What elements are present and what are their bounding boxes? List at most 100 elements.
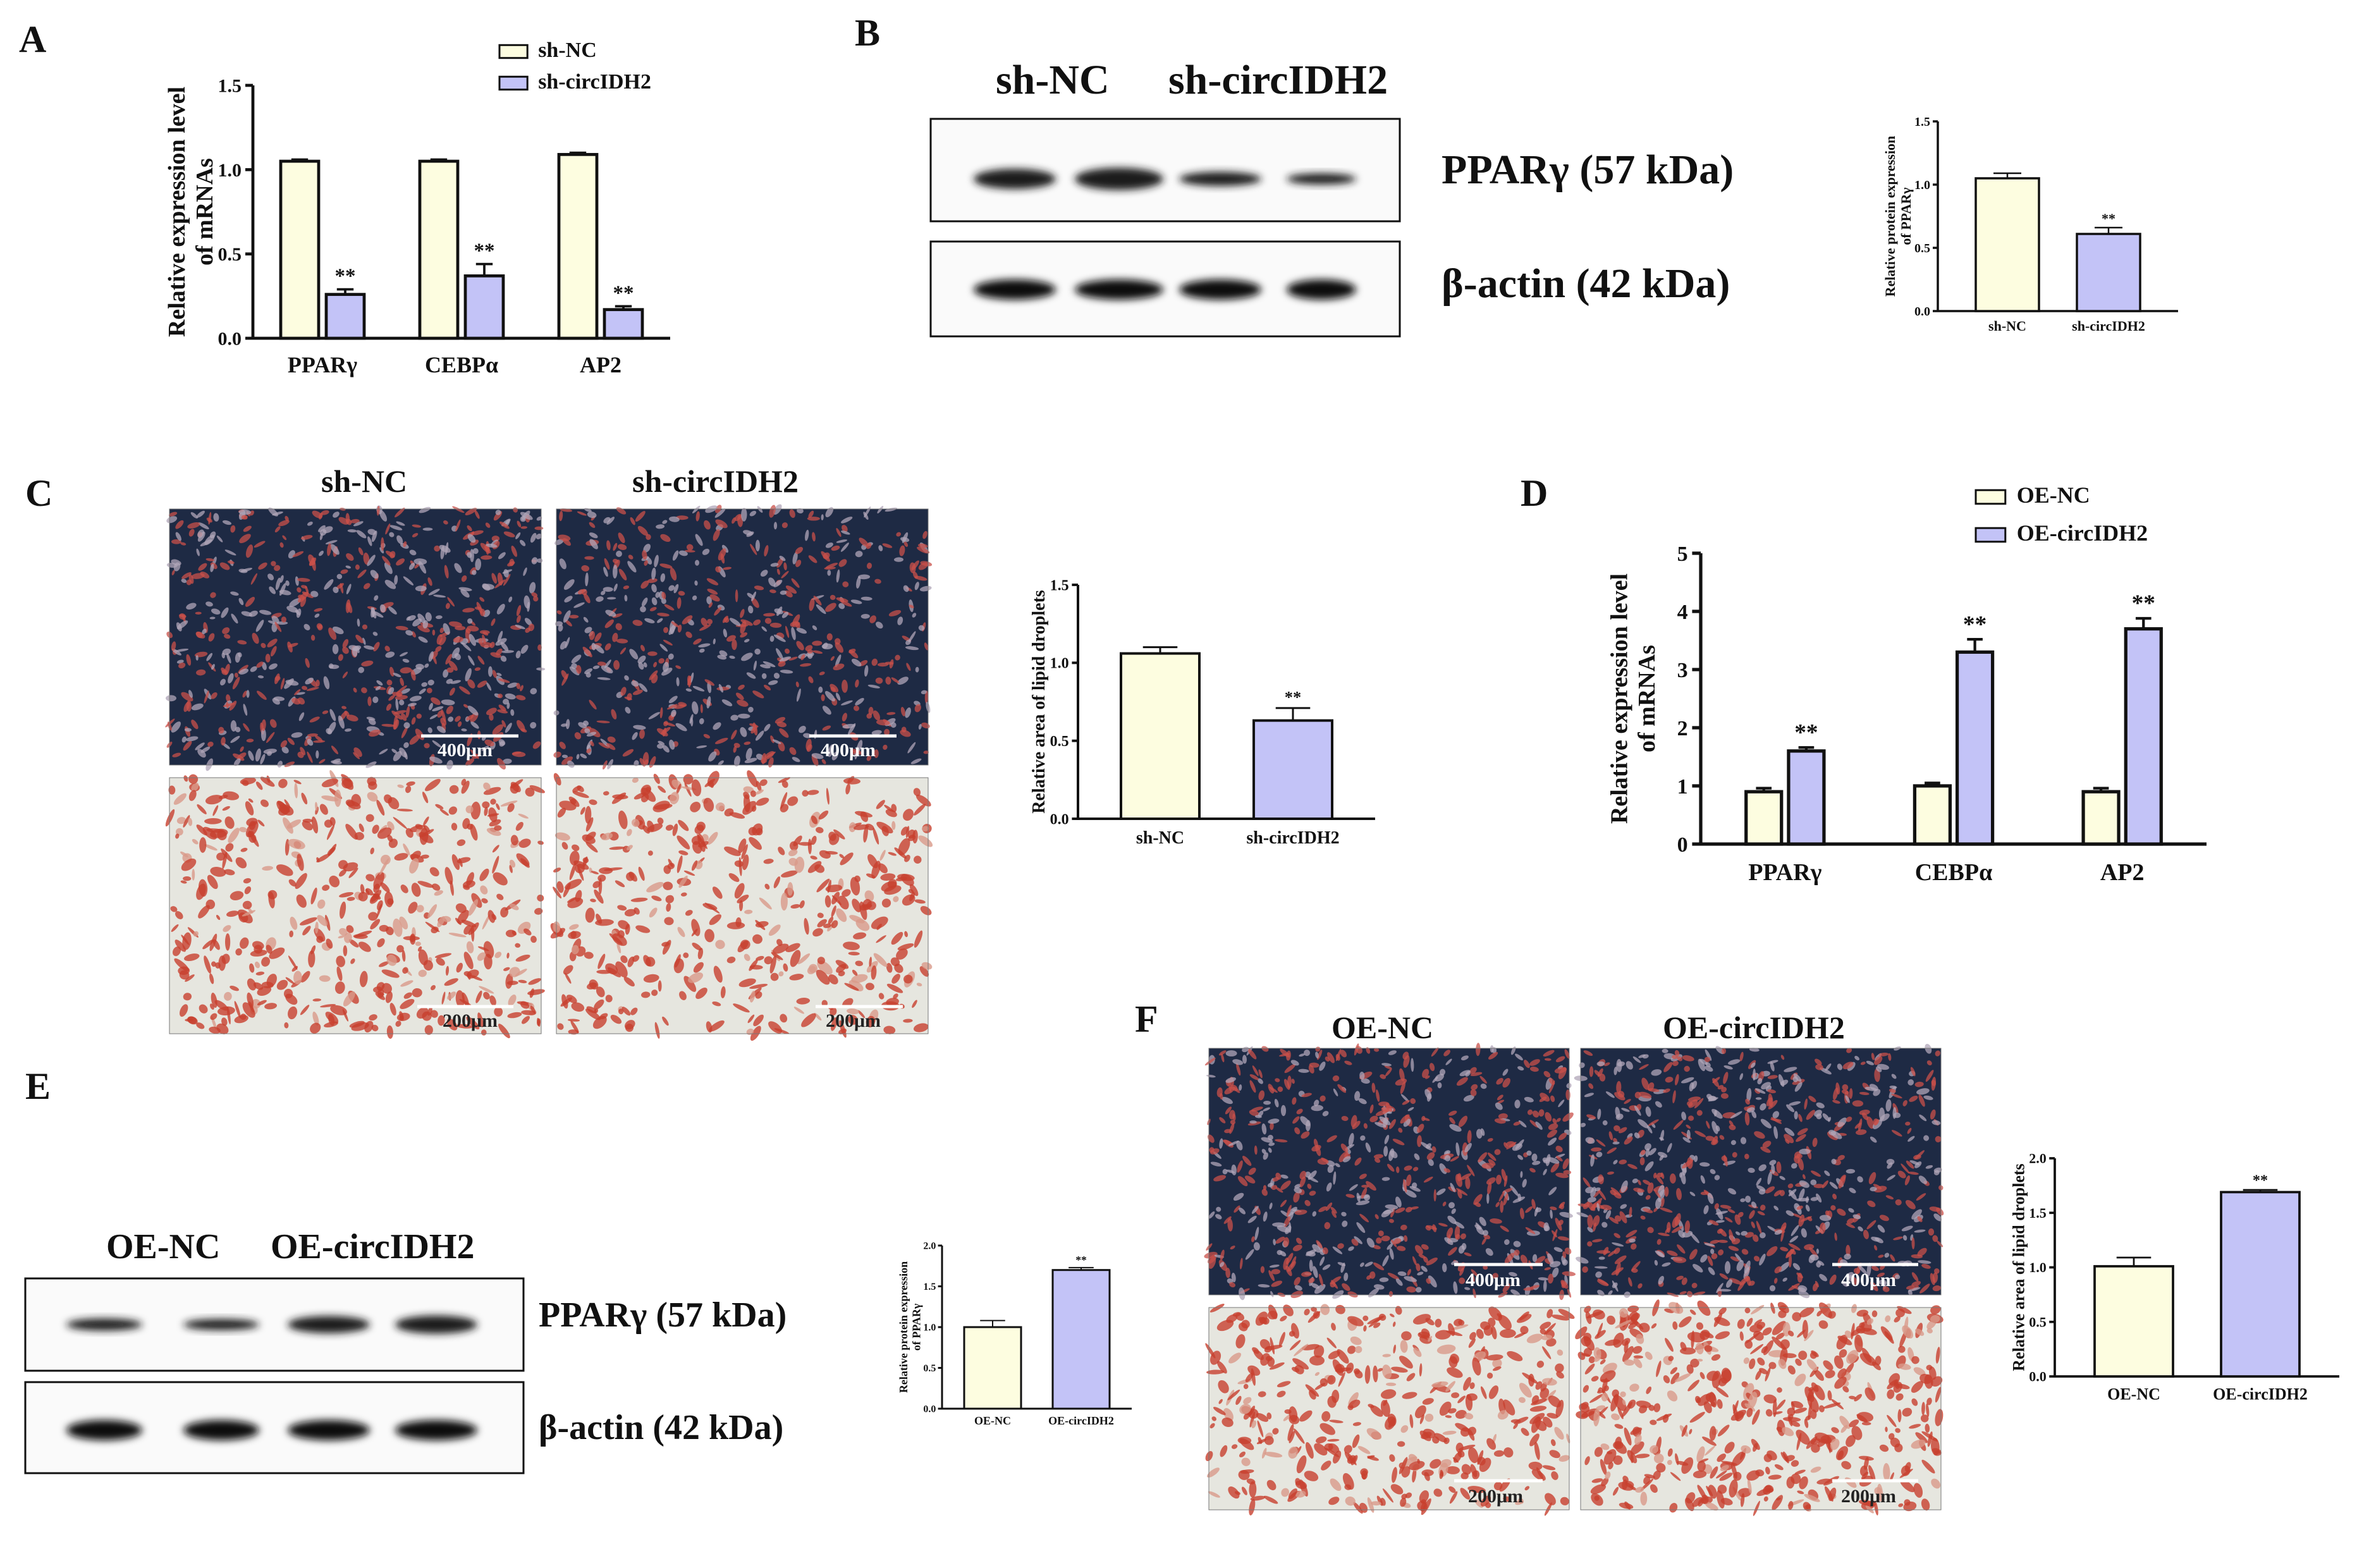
stained-cell xyxy=(332,644,339,654)
stained-cell xyxy=(560,640,567,650)
stained-cell xyxy=(191,720,199,730)
stained-cell xyxy=(668,695,678,704)
stained-cell xyxy=(735,692,744,701)
stained-cell xyxy=(251,999,261,1009)
stained-cell xyxy=(613,558,619,564)
stained-cell xyxy=(448,933,467,938)
stained-cell xyxy=(631,680,639,687)
stained-cell xyxy=(624,675,629,681)
significance-d: ** xyxy=(1963,611,1987,637)
stained-cell xyxy=(536,516,542,521)
stained-cell xyxy=(309,716,320,723)
stained-cell xyxy=(362,624,368,630)
stained-cell xyxy=(924,690,929,704)
stained-cell xyxy=(433,594,446,598)
stained-cell xyxy=(224,933,231,951)
stained-cell xyxy=(449,687,455,696)
stained-cell xyxy=(237,640,247,645)
stained-cell xyxy=(370,570,379,579)
stained-cell xyxy=(455,625,466,630)
stained-cell xyxy=(451,647,460,659)
stained-cell xyxy=(768,577,776,587)
stained-cell xyxy=(1640,1491,1648,1506)
stained-cell xyxy=(396,535,403,544)
stained-cell xyxy=(353,752,360,759)
stained-cell xyxy=(567,760,575,768)
legend-swatch-a xyxy=(498,75,529,91)
stained-cell xyxy=(243,704,248,716)
stained-cell xyxy=(795,560,802,567)
stained-cell xyxy=(752,690,764,699)
stained-cell xyxy=(812,650,823,654)
blot-bands-b xyxy=(974,168,1356,300)
stained-cell xyxy=(686,544,694,551)
stained-cell xyxy=(266,732,275,744)
stained-cell xyxy=(379,547,384,554)
stained-cell xyxy=(489,713,494,721)
stained-cell xyxy=(393,673,401,678)
legend-swatch-d xyxy=(1974,489,2007,505)
stained-cell xyxy=(306,687,319,691)
bar-f-b0 xyxy=(2093,1265,2174,1378)
stained-cell xyxy=(207,741,214,747)
stained-cell xyxy=(851,658,862,667)
stained-cell xyxy=(255,748,261,762)
stained-cell xyxy=(854,705,859,711)
stained-cell xyxy=(628,554,634,560)
stained-cell xyxy=(482,634,486,644)
stained-cell xyxy=(400,667,412,674)
stained-cell xyxy=(791,627,796,640)
stained-cell xyxy=(707,618,713,625)
stained-cell xyxy=(470,721,479,729)
stained-cell xyxy=(176,622,182,632)
stained-cell xyxy=(564,596,573,603)
stained-cell xyxy=(300,747,306,756)
stained-cell xyxy=(319,533,323,541)
x-tick-label-d: CEBPα xyxy=(1915,859,1993,886)
stained-cell xyxy=(674,704,686,709)
stained-cell xyxy=(249,963,255,973)
stained-cell xyxy=(785,585,797,594)
y-tick-label-b: 0.0 xyxy=(1914,305,1930,319)
stained-cell xyxy=(597,661,607,666)
stained-cell xyxy=(221,667,226,673)
stained-cell xyxy=(280,740,288,748)
stained-cell xyxy=(317,624,323,631)
bar-d-trt-0 xyxy=(1787,749,1826,846)
stained-cell xyxy=(661,591,666,599)
stained-cell xyxy=(196,1022,205,1029)
stained-cell xyxy=(192,869,195,881)
stained-cell xyxy=(656,524,665,529)
stained-cell xyxy=(517,520,522,528)
stained-cell xyxy=(188,529,195,537)
stained-cell xyxy=(796,640,804,651)
stained-cell xyxy=(300,585,308,589)
stained-cell xyxy=(738,684,745,690)
stained-cell xyxy=(795,681,799,688)
stained-cell xyxy=(434,545,441,552)
band-actin xyxy=(1287,279,1356,300)
stained-cell xyxy=(914,704,921,713)
stained-cell xyxy=(445,654,453,665)
stained-cell xyxy=(356,530,367,539)
stained-cell xyxy=(242,690,247,698)
stained-cell xyxy=(411,883,421,897)
stained-cell xyxy=(563,610,571,623)
stained-cell xyxy=(559,558,566,570)
stain-image-oe-nc-400 xyxy=(1204,1043,1576,1301)
stained-cell xyxy=(237,752,247,760)
stained-cell xyxy=(571,654,582,664)
stained-cell xyxy=(822,725,831,731)
stained-cell xyxy=(518,979,527,984)
stained-cell xyxy=(315,750,319,759)
stained-cell xyxy=(662,745,670,753)
x-tick-label-d: AP2 xyxy=(2100,859,2145,886)
stained-cell xyxy=(446,667,454,673)
stained-cell xyxy=(831,751,839,761)
stained-cell xyxy=(285,680,299,686)
stained-cell xyxy=(186,579,192,585)
stained-cell xyxy=(855,551,863,558)
stained-cell xyxy=(274,673,280,685)
stained-cell xyxy=(630,517,635,525)
